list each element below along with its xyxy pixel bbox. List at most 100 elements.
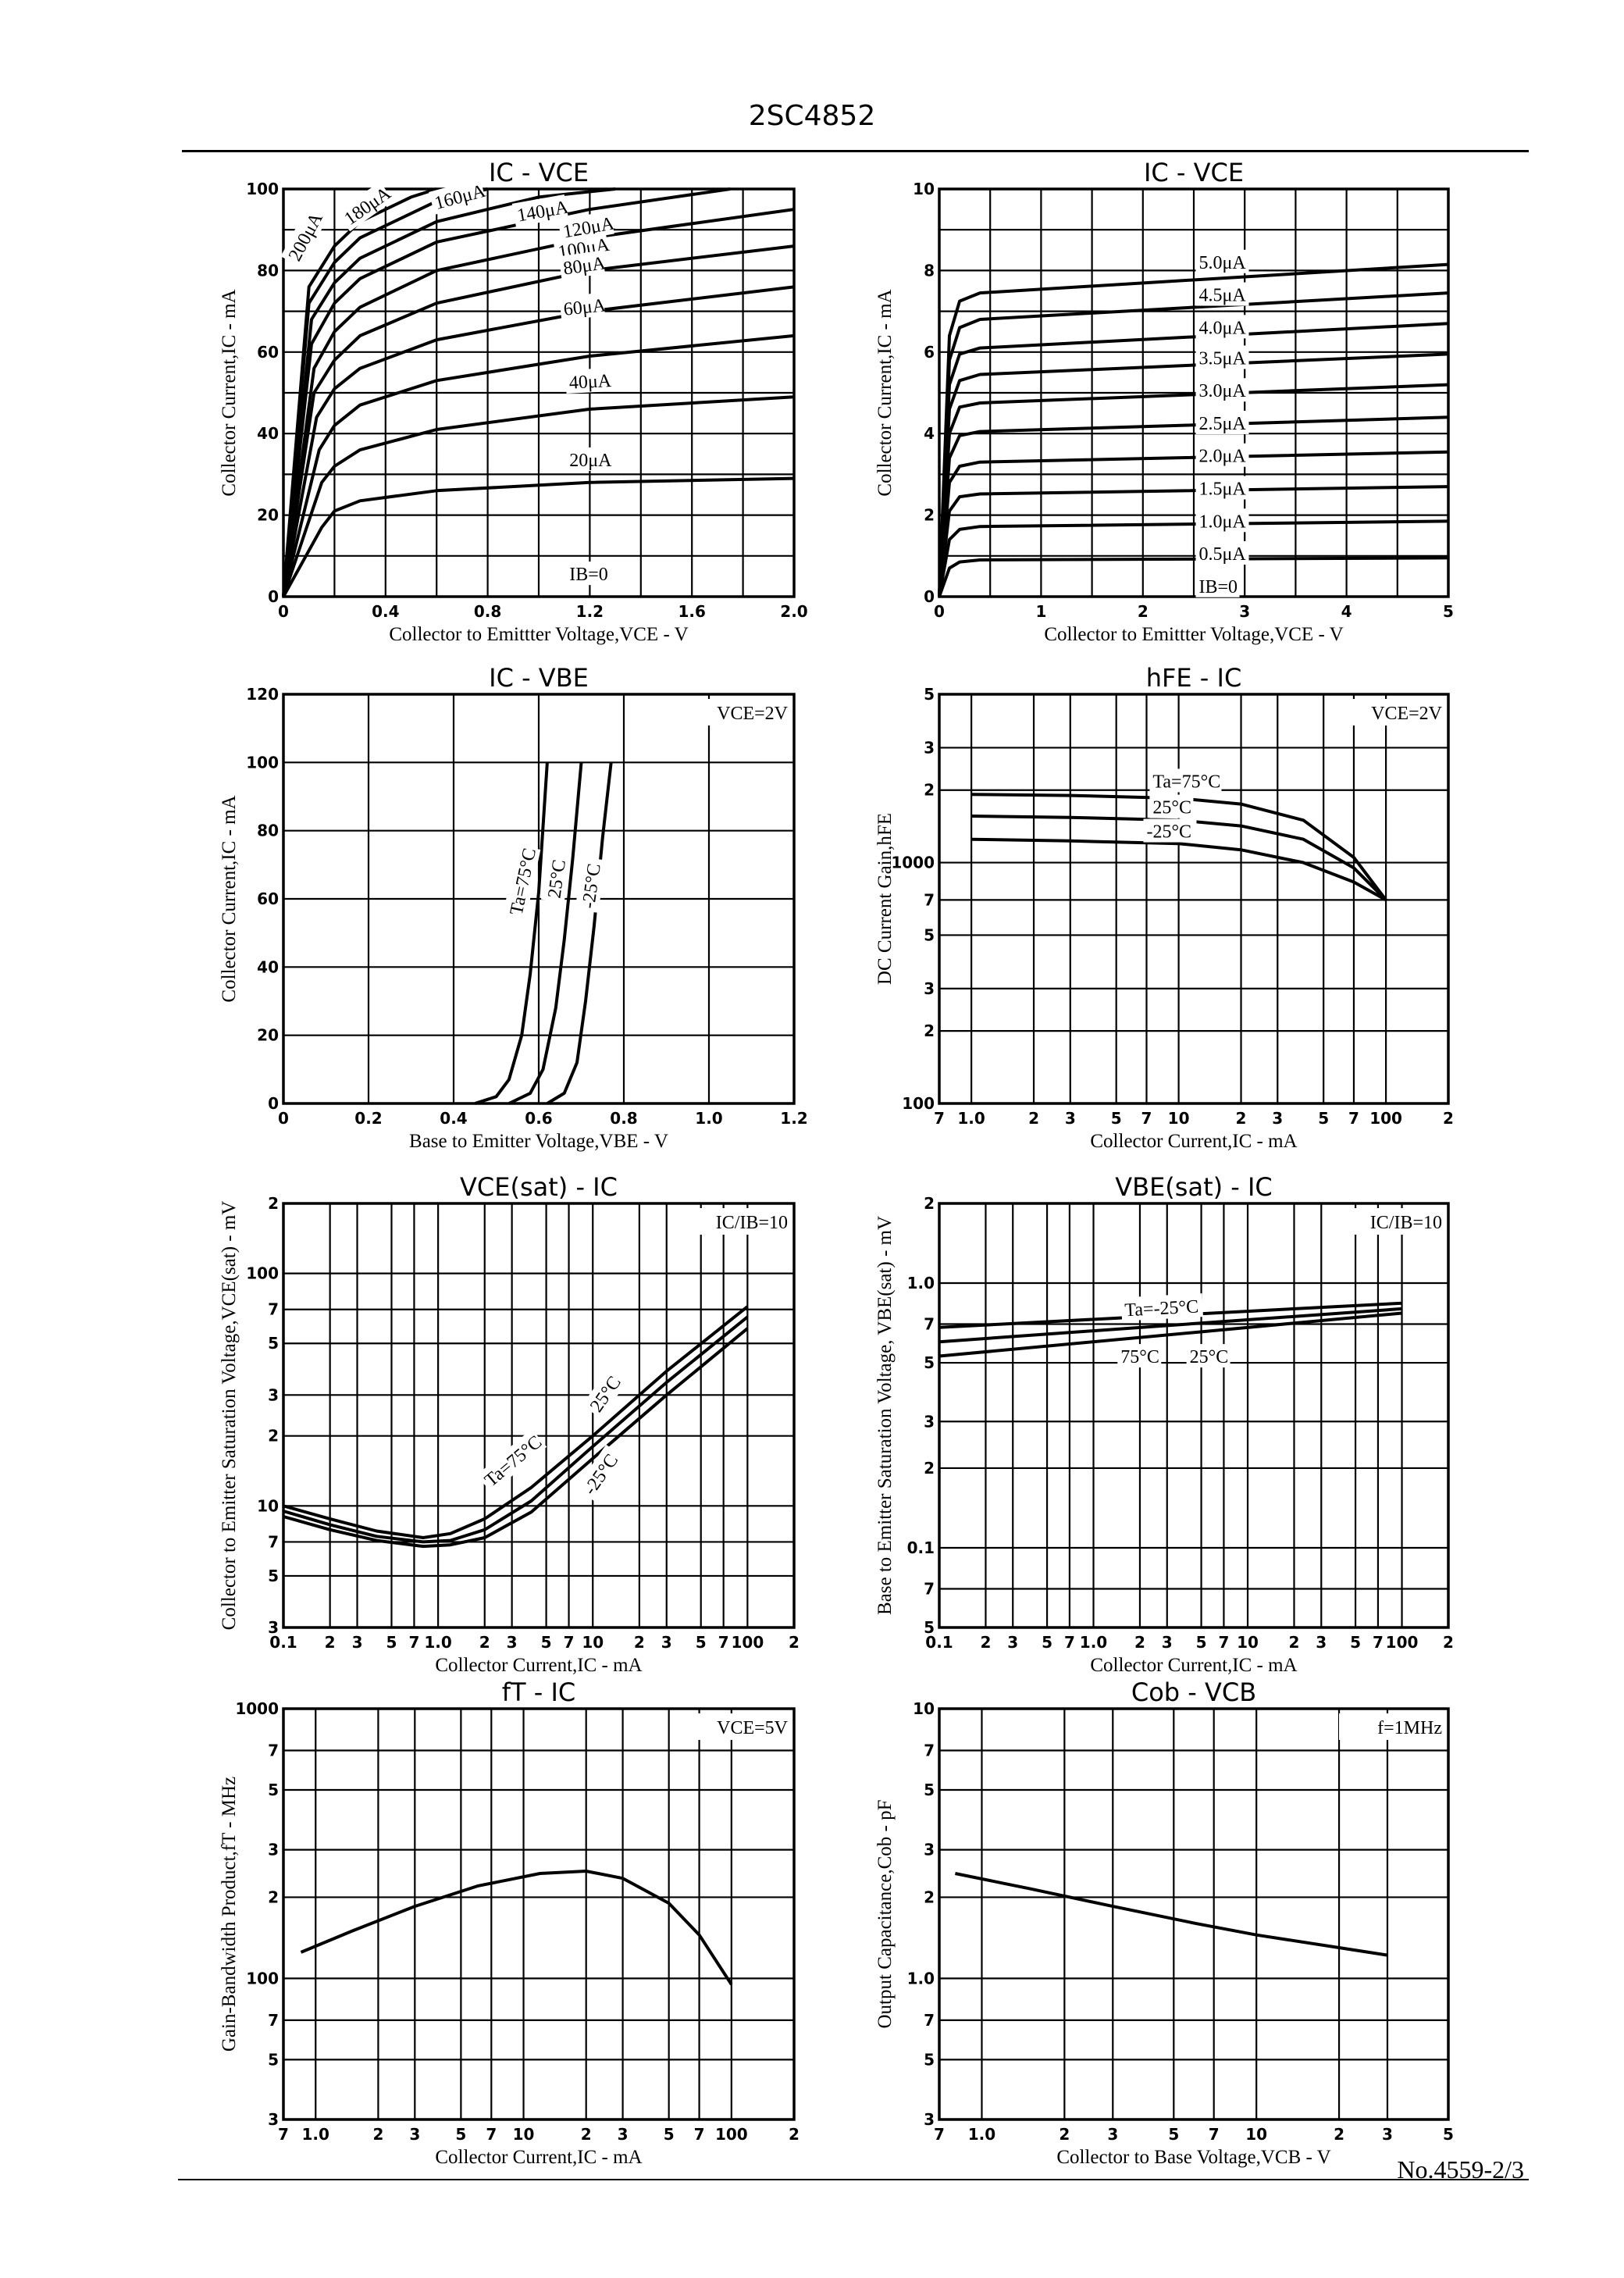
x-tick-label: 4 [1341, 602, 1352, 621]
test-condition: IC/IB=10 [716, 1213, 788, 1233]
y-tick-label: 3 [268, 1841, 279, 1859]
annotation-bg [575, 857, 606, 913]
condition-box [1339, 1208, 1444, 1235]
series-curve-1 [300, 1870, 733, 1986]
x-tick-label: 7 [718, 1633, 729, 1652]
x-tick-label: 1.0 [1080, 1633, 1107, 1652]
condition-box [1339, 699, 1444, 725]
annotation-bg [476, 1428, 547, 1493]
y-tick-label: 7 [924, 2011, 935, 2030]
y-tick-label: 3 [924, 979, 935, 998]
x-tick-label: 5 [455, 2125, 466, 2144]
x-tick-label: 3 [1162, 1633, 1173, 1652]
annotation-bg [1195, 378, 1249, 402]
annotation-bg [336, 181, 394, 232]
curve-label: 4.5μA [1199, 286, 1247, 306]
series-curve-1 [954, 1872, 1388, 1957]
x-tick-label: 3 [1107, 2125, 1118, 2144]
y-axis-label: Output Capacitance,Cob - pF [874, 1800, 896, 2029]
series-curve-7 [282, 187, 731, 597]
condition-box [1339, 1713, 1444, 1740]
annotation-bg [1143, 818, 1197, 843]
curve-label: 0.5μA [1199, 544, 1247, 565]
annotation-bg [1195, 508, 1249, 533]
annotation-bg [1149, 794, 1194, 818]
y-tick-label: 5 [924, 2050, 935, 2069]
x-tick-label: 2.0 [780, 602, 807, 621]
x-axis-label: Collector Current,IC - mA [435, 2147, 642, 2168]
y-tick-label: 60 [257, 343, 279, 362]
x-tick-label: 1.2 [576, 602, 604, 621]
x-tick-label: 10 [1237, 1633, 1259, 1652]
x-tick-label: 5 [386, 1633, 397, 1652]
annotation-bg [540, 856, 571, 903]
y-tick-label: 5 [924, 1353, 935, 1372]
x-tick-label: 2 [634, 1633, 645, 1652]
y-tick-label: 100 [902, 1094, 935, 1113]
chart-title: IC - VBE [489, 663, 589, 693]
x-tick-label: 3 [618, 2125, 629, 2144]
x-tick-label: 0.2 [354, 1109, 382, 1128]
x-axis-label: Collector to Emittter Voltage,VCE - V [389, 624, 688, 645]
x-tick-label: 2 [479, 1633, 490, 1652]
y-tick-label: 6 [924, 343, 935, 362]
chart-title: fT - IC [502, 1677, 575, 1707]
x-tick-label: 2 [980, 1633, 991, 1652]
x-tick-label: 0.1 [269, 1633, 297, 1652]
curve-label: 2.0μA [1199, 447, 1247, 467]
annotation-bg [1149, 768, 1222, 793]
curve-label: Ta=75°C [1152, 772, 1220, 792]
condition-box [685, 1713, 789, 1740]
annotation-bg [559, 292, 606, 321]
plot-frame [282, 1707, 796, 2121]
x-tick-label: 0.6 [525, 1109, 552, 1128]
series-curve-3 [938, 1311, 1402, 1358]
annotation-bg [566, 561, 611, 586]
y-tick-label: 5 [268, 1334, 279, 1353]
series-curve-2 [283, 1315, 749, 1544]
y-tick-label: 3 [268, 1385, 279, 1404]
curve-label: 40μA [568, 371, 612, 394]
y-tick-label: 0 [268, 587, 279, 606]
y-tick-label: 5 [268, 1781, 279, 1799]
annotation-bg [429, 178, 486, 215]
x-tick-label: 2 [1236, 1109, 1247, 1128]
x-tick-label: 7 [278, 2125, 289, 2144]
y-tick-label: 40 [257, 957, 279, 976]
footer-rule [178, 2179, 1529, 2180]
x-tick-label: 1 [1035, 602, 1046, 621]
x-tick-label: 0.4 [372, 602, 399, 621]
annotation-bg [280, 209, 326, 268]
series-curve-3 [971, 837, 1387, 902]
chart-title: hFE - IC [1146, 663, 1242, 693]
x-tick-label: 3 [1316, 1633, 1327, 1652]
x-tick-label: 3 [1065, 1109, 1076, 1128]
y-tick-label: 8 [924, 261, 935, 280]
condition-box [685, 699, 789, 725]
y-tick-label: 5 [268, 1567, 279, 1585]
x-tick-label: 7 [934, 2125, 945, 2144]
x-tick-label: 7 [408, 1633, 419, 1652]
y-tick-label: 80 [257, 261, 279, 280]
y-tick-label: 7 [924, 1315, 935, 1334]
y-tick-label: 7 [268, 1532, 279, 1551]
y-tick-label: 3 [924, 738, 935, 757]
series-curve-2 [938, 1307, 1402, 1344]
x-tick-label: 1.6 [678, 602, 705, 621]
x-tick-label: 2 [1028, 1109, 1039, 1128]
x-tick-label: 3 [1272, 1109, 1283, 1128]
y-axis-label: Collector to Emitter Saturation Voltage,… [219, 1201, 240, 1631]
annotation-bg [1195, 345, 1249, 369]
x-tick-label: 2 [789, 2125, 800, 2144]
curve-label: 4.0μA [1199, 318, 1247, 338]
curve-label: 20μA [569, 451, 612, 471]
series-curve-1 [971, 793, 1387, 901]
x-tick-label: 7 [1141, 1109, 1152, 1128]
x-tick-label: 1.2 [780, 1109, 807, 1128]
curve-label: 5.0μA [1199, 253, 1247, 273]
curve-label: Ta=-25°C [1124, 1296, 1199, 1321]
x-tick-label: 2 [1289, 1633, 1300, 1652]
